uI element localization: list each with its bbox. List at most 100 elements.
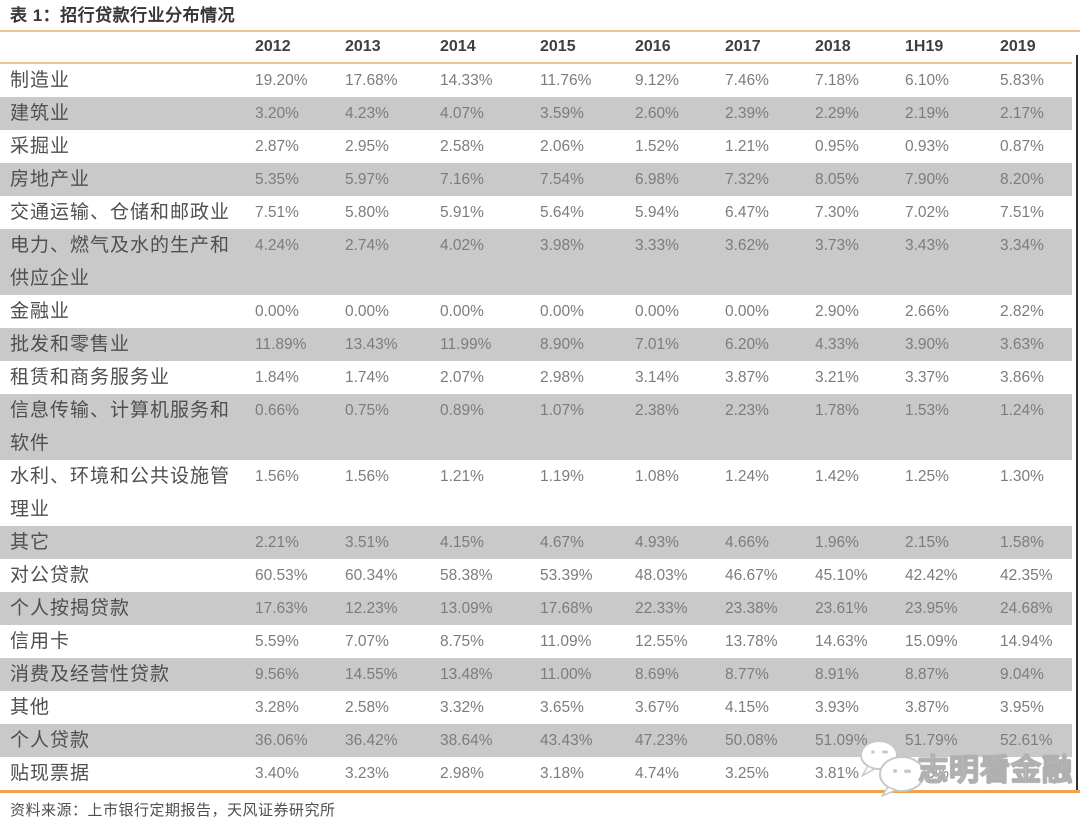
- row-label: 其他: [10, 697, 51, 718]
- cell-value: 1.25%: [905, 468, 949, 485]
- cell-value: 2.29%: [815, 105, 859, 122]
- column-header-2019: 2019: [992, 32, 1072, 64]
- cell-value: 5.30%: [905, 765, 949, 782]
- cell-value: 1.52%: [635, 138, 679, 155]
- table-row: 对公贷款 60.53% 60.34% 58.38% 53.39% 48.03% 46.67%…: [0, 559, 1072, 592]
- loan-industry-distribution-table: 2012 2013 2014 2015 2016 2017 2018 1H19 2019 制造业…: [0, 32, 1072, 790]
- row-label: 租赁和商务服务业: [10, 367, 171, 388]
- table-row: 房地产业 5.35% 5.97% 7.16% 7.54% 6.98% 7.32% 8.05% 7…: [0, 163, 1072, 196]
- cell-value: 2.95%: [345, 138, 389, 155]
- cell-value: 3.62%: [725, 237, 769, 254]
- cell-value: 3.51%: [345, 534, 389, 551]
- cell-value: 51.79%: [905, 732, 958, 749]
- cell-value: 0.00%: [255, 303, 299, 320]
- cell-value: 2.23%: [725, 402, 769, 419]
- cell-value: 0.00%: [635, 303, 679, 320]
- cell-value: 2.06%: [540, 138, 584, 155]
- column-header-2017: 2017: [717, 32, 807, 64]
- cell-value: 3.93%: [815, 699, 859, 716]
- cell-value: [992, 757, 1072, 790]
- cell-value: 3.95%: [1000, 699, 1044, 716]
- bottom-divider: [0, 790, 1080, 793]
- cell-value: 60.53%: [255, 567, 308, 584]
- cell-value: 14.33%: [440, 72, 493, 89]
- cell-value: 1.84%: [255, 369, 299, 386]
- cell-value: 3.73%: [815, 237, 859, 254]
- row-label: 其它: [10, 532, 51, 553]
- cell-value: 1.24%: [1000, 402, 1044, 419]
- cell-value: 1.56%: [255, 468, 299, 485]
- cell-value: 2.17%: [1000, 105, 1044, 122]
- column-header-2013: 2013: [337, 32, 432, 64]
- cell-value: 4.02%: [440, 237, 484, 254]
- cell-value: 14.63%: [815, 633, 868, 650]
- source-note: 资料来源：上市银行定期报告，天风证券研究所: [10, 802, 336, 819]
- cell-value: 1.74%: [345, 369, 389, 386]
- cell-value: 60.34%: [345, 567, 398, 584]
- column-header-2012: 2012: [247, 32, 337, 64]
- row-label: 交通运输、仓储和邮政业: [10, 202, 231, 223]
- cell-value: 47.23%: [635, 732, 688, 749]
- row-label: 对公贷款: [10, 565, 91, 586]
- cell-value: 1.24%: [725, 468, 769, 485]
- cell-value: 11.09%: [540, 633, 592, 650]
- cell-value: 3.37%: [905, 369, 949, 386]
- cell-value: 5.83%: [1000, 72, 1044, 89]
- cell-value: 6.47%: [725, 204, 769, 221]
- cell-value: 1.21%: [440, 468, 484, 485]
- row-label: 贴现票据: [10, 763, 91, 784]
- cell-value: 0.00%: [440, 303, 484, 320]
- cell-value: 12.23%: [345, 600, 398, 617]
- cell-value: 1.08%: [635, 468, 679, 485]
- cell-value: 48.03%: [635, 567, 688, 584]
- table-row: 信息传输、计算机服务和软件 0.66% 0.75% 0.89% 1.07% 2.38% 2.…: [0, 394, 1072, 460]
- cell-value: 1.58%: [1000, 534, 1044, 551]
- table-row: 其他 3.28% 2.58% 3.32% 3.65% 3.67% 4.15% 3.93% 3.8…: [0, 691, 1072, 724]
- cell-value: 1.07%: [540, 402, 584, 419]
- table-row: 电力、燃气及水的生产和供应企业 4.24% 2.74% 4.02% 3.98% 3.33%…: [0, 229, 1072, 295]
- cell-value: 5.64%: [540, 204, 584, 221]
- cell-value: 42.42%: [905, 567, 958, 584]
- table-row: 个人贷款 36.06% 36.42% 38.64% 43.43% 47.23% 50.08%…: [0, 724, 1072, 757]
- cell-value: 7.30%: [815, 204, 859, 221]
- cell-value: 3.65%: [540, 699, 584, 716]
- cell-value: 13.09%: [440, 600, 493, 617]
- cell-value: 43.43%: [540, 732, 593, 749]
- table-row: 信用卡 5.59% 7.07% 8.75% 11.09% 12.55% 13.78% 14.6…: [0, 625, 1072, 658]
- cell-value: 8.77%: [725, 666, 769, 683]
- column-header-2015: 2015: [532, 32, 627, 64]
- cell-value: 2.98%: [540, 369, 584, 386]
- cell-value: 2.21%: [255, 534, 299, 551]
- cell-value: 52.61%: [1000, 732, 1053, 749]
- cell-value: 58.38%: [440, 567, 493, 584]
- cell-value: 12.55%: [635, 633, 688, 650]
- cell-value: 5.91%: [440, 204, 484, 221]
- cell-value: 46.67%: [725, 567, 778, 584]
- cell-value: 3.23%: [345, 765, 389, 782]
- cell-value: 2.74%: [345, 237, 389, 254]
- page-edge-line: [1076, 55, 1078, 790]
- cell-value: 2.60%: [635, 105, 679, 122]
- cell-value: 1.56%: [345, 468, 389, 485]
- cell-value: 3.25%: [725, 765, 769, 782]
- cell-value: 11.76%: [540, 72, 592, 89]
- cell-value: 5.35%: [255, 171, 299, 188]
- cell-value: 7.02%: [905, 204, 949, 221]
- cell-value: 4.93%: [635, 534, 679, 551]
- cell-value: 7.32%: [725, 171, 769, 188]
- table-row: 贴现票据 3.40% 3.23% 2.98% 3.18% 4.74% 3.25% 3.81% 5…: [0, 757, 1072, 790]
- row-label: 批发和零售业: [10, 334, 131, 355]
- cell-value: 2.90%: [815, 303, 859, 320]
- cell-value: 2.87%: [255, 138, 299, 155]
- cell-value: 23.61%: [815, 600, 868, 617]
- cell-value: 9.04%: [1000, 666, 1044, 683]
- column-header-2014: 2014: [432, 32, 532, 64]
- cell-value: 4.24%: [255, 237, 299, 254]
- cell-value: 0.89%: [440, 402, 484, 419]
- cell-value: 17.68%: [345, 72, 398, 89]
- row-label: 个人按揭贷款: [10, 598, 131, 619]
- cell-value: 22.33%: [635, 600, 688, 617]
- cell-value: 3.28%: [255, 699, 299, 716]
- table-title: 表 1：招行贷款行业分布情况: [10, 6, 236, 25]
